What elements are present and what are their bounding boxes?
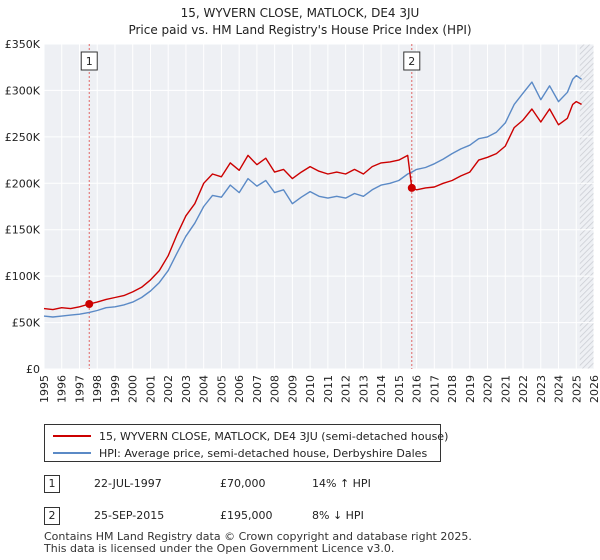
- property-series-line: [43, 100, 582, 311]
- sale-marker-label: 2: [408, 55, 415, 68]
- transaction-row: 1 22-JUL-1997 £70,000 14% ↑ HPI: [44, 475, 404, 497]
- x-tick-label: 2017: [428, 375, 441, 403]
- x-tick-label: 2004: [198, 375, 211, 403]
- x-tick-label: 2013: [357, 375, 370, 403]
- y-tick-label: £100K: [5, 270, 41, 283]
- x-tick-label: 2016: [411, 375, 424, 403]
- transaction-date: 25-SEP-2015: [94, 509, 165, 522]
- x-tick-label: 2012: [340, 375, 353, 403]
- transaction-row: 2 25-SEP-2015 £195,000 8% ↓ HPI: [44, 507, 404, 529]
- x-tick-label: 1997: [73, 375, 86, 403]
- x-tick-label: 1999: [109, 375, 122, 403]
- x-tick-label: 2009: [286, 375, 299, 403]
- x-tick-label: 2008: [269, 375, 282, 403]
- x-tick-label: 2001: [144, 375, 157, 403]
- price-chart: 15, WYVERN CLOSE, MATLOCK, DE4 3JU Price…: [5, 6, 600, 403]
- x-tick-label: 2002: [162, 375, 175, 403]
- transaction-hpi-diff: 8% ↓ HPI: [312, 509, 364, 522]
- x-tick-label: 2018: [446, 375, 459, 403]
- y-tick-label: £150K: [5, 224, 41, 237]
- footer-licence: This data is licensed under the Open Gov…: [44, 542, 395, 555]
- chart-subtitle: Price paid vs. HM Land Registry's House …: [128, 23, 471, 37]
- legend-item-property: 15, WYVERN CLOSE, MATLOCK, DE4 3JU (semi…: [45, 428, 448, 444]
- legend-swatch-property: [53, 435, 91, 437]
- transaction-date: 22-JUL-1997: [94, 477, 162, 490]
- sale-marker-badge: [403, 51, 421, 71]
- footer-copyright: Contains HM Land Registry data © Crown c…: [44, 530, 472, 543]
- chart-legend: 15, WYVERN CLOSE, MATLOCK, DE4 3JU (semi…: [44, 424, 448, 462]
- x-tick-label: 2011: [322, 375, 335, 403]
- x-tick-label: 2023: [535, 375, 548, 403]
- sale-point: [85, 300, 94, 308]
- x-tick-label: 1995: [38, 375, 51, 403]
- x-tick-label: 2000: [127, 375, 140, 403]
- footer: Contains HM Land Registry data © Crown c…: [44, 531, 472, 555]
- y-tick-label: £50K: [12, 317, 41, 330]
- transaction-hpi-diff: 14% ↑ HPI: [312, 477, 371, 490]
- y-tick-label: £200K: [5, 177, 41, 190]
- plot-background: [44, 44, 594, 369]
- transaction-number: 1: [44, 475, 60, 493]
- y-tick-label: £0: [26, 363, 40, 376]
- transaction-price: £70,000: [220, 477, 266, 490]
- legend-item-hpi: HPI: Average price, semi-detached house,…: [45, 445, 440, 461]
- hpi-series-line: [43, 74, 583, 318]
- x-tick-label: 2022: [517, 375, 530, 403]
- forecast-hatch-region: [579, 44, 594, 369]
- y-tick-label: £300K: [5, 84, 41, 97]
- transaction-price: £195,000: [220, 509, 273, 522]
- legend-label-property: 15, WYVERN CLOSE, MATLOCK, DE4 3JU (semi…: [99, 429, 449, 443]
- chart-title: 15, WYVERN CLOSE, MATLOCK, DE4 3JU: [181, 6, 420, 20]
- y-tick-label: £250K: [5, 131, 41, 144]
- x-tick-label: 1998: [91, 375, 104, 403]
- x-tick-label: 2007: [251, 375, 264, 403]
- x-tick-label: 2015: [393, 375, 406, 403]
- x-tick-label: 2024: [553, 375, 566, 403]
- x-tick-label: 2005: [215, 375, 228, 403]
- sale-point: [407, 183, 416, 192]
- x-tick-label: 2020: [482, 375, 495, 403]
- x-tick-label: 2021: [499, 375, 512, 403]
- x-tick-label: 2010: [304, 375, 317, 403]
- transaction-number: 2: [44, 507, 60, 525]
- sale-marker-badge: [80, 51, 98, 71]
- x-tick-label: 2014: [375, 375, 388, 403]
- sale-marker-label: 1: [86, 55, 93, 68]
- legend-label-hpi: HPI: Average price, semi-detached house,…: [99, 446, 428, 460]
- y-tick-label: £350K: [5, 38, 41, 51]
- x-tick-label: 2006: [233, 375, 246, 403]
- x-tick-label: 1996: [56, 375, 69, 403]
- legend-swatch-hpi: [53, 452, 91, 454]
- x-tick-label: 2019: [464, 375, 477, 403]
- x-tick-label: 2003: [180, 375, 193, 403]
- x-tick-label: 2026: [588, 375, 600, 403]
- x-tick-label: 2025: [570, 375, 583, 403]
